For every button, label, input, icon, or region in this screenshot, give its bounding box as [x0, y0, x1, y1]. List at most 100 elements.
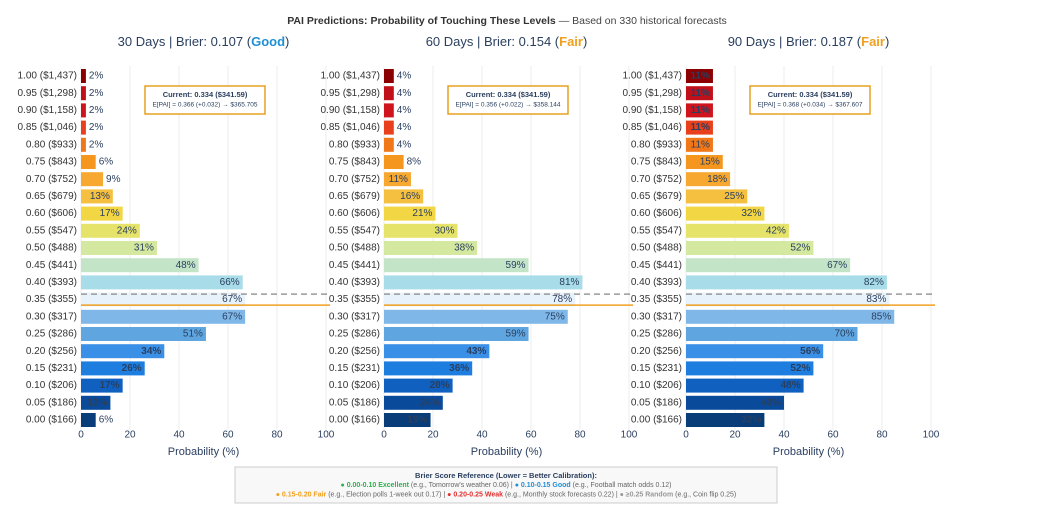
- bar: [384, 103, 394, 118]
- value-label: 59%: [506, 260, 526, 271]
- value-label: 67%: [222, 294, 242, 305]
- value-label: 6%: [99, 415, 114, 426]
- category-label: 0.35 ($355): [329, 294, 380, 305]
- category-label: 0.75 ($843): [631, 157, 682, 168]
- bar: [384, 395, 443, 410]
- annotation-current: Current: 0.334 ($341.59): [163, 90, 248, 99]
- panel-subtitle: 90 Days | Brier: 0.187 (Fair): [728, 34, 890, 49]
- reference-line: ● 0.15-0.20 Fair (e.g., Election polls 1…: [276, 491, 737, 498]
- bar: [384, 361, 473, 376]
- category-label: 0.20 ($256): [26, 346, 77, 357]
- category-label: 0.25 ($286): [329, 329, 380, 340]
- bar: [81, 189, 113, 204]
- category-label: 0.40 ($393): [631, 277, 682, 288]
- category-label: 0.90 ($1,158): [623, 105, 683, 116]
- category-label: 1.00 ($1,437): [321, 71, 381, 82]
- bar: [81, 292, 246, 307]
- value-label: 51%: [183, 329, 203, 340]
- value-label: 66%: [220, 277, 240, 288]
- panel-subtitle: 30 Days | Brier: 0.107 (Good): [118, 34, 290, 49]
- value-label: 36%: [449, 363, 469, 374]
- category-label: 1.00 ($1,437): [623, 71, 683, 82]
- value-label: 19%: [408, 415, 428, 426]
- value-label: 67%: [827, 260, 847, 271]
- value-label: 11%: [690, 71, 710, 82]
- bar: [81, 155, 96, 169]
- subtitle-part: ): [583, 34, 587, 49]
- category-label: 0.05 ($186): [631, 397, 682, 408]
- category-label: 0.35 ($355): [26, 294, 77, 305]
- value-label: 38%: [454, 243, 474, 254]
- bar: [81, 395, 111, 410]
- subtitle-part: Fair: [559, 34, 583, 49]
- category-label: 0.40 ($393): [329, 277, 380, 288]
- category-label: 0.60 ($606): [329, 208, 380, 219]
- value-label: 83%: [866, 294, 886, 305]
- value-label: 6%: [99, 157, 114, 168]
- value-label: 4%: [397, 88, 412, 99]
- subtitle-part: 90 Days | Brier: 0.187 (: [728, 34, 862, 49]
- category-label: 0.55 ($547): [631, 225, 682, 236]
- annotation-current: Current: 0.334 ($341.59): [466, 90, 551, 99]
- value-label: 32%: [741, 415, 761, 426]
- reference-label: ● 0.10-0.15 Good: [515, 482, 571, 489]
- category-label: 0.25 ($286): [631, 329, 682, 340]
- bar: [384, 172, 411, 187]
- bar: [686, 69, 713, 83]
- category-label: 0.15 ($231): [329, 363, 380, 374]
- value-label: 52%: [790, 243, 810, 254]
- reference-label: ● 0.15-0.20 Fair: [276, 491, 327, 498]
- bar: [686, 172, 731, 187]
- annotation-current: Current: 0.334 ($341.59): [768, 90, 853, 99]
- reference-label: ● ≥0.25 Random: [620, 491, 674, 498]
- bar: [81, 258, 199, 273]
- bar: [686, 206, 765, 221]
- x-tick-label: 40: [476, 430, 488, 441]
- bar: [81, 275, 243, 290]
- value-label: 11%: [690, 122, 710, 133]
- category-label: 0.50 ($488): [631, 243, 682, 254]
- category-label: 0.30 ($317): [329, 311, 380, 322]
- category-label: 0.80 ($933): [631, 139, 682, 150]
- category-label: 0.70 ($752): [631, 174, 682, 185]
- bar: [384, 309, 568, 324]
- x-tick-label: 20: [427, 430, 439, 441]
- value-label: 70%: [834, 329, 854, 340]
- value-label: 9%: [106, 174, 121, 185]
- category-label: 0.30 ($317): [631, 311, 682, 322]
- bar: [384, 120, 394, 135]
- bar: [686, 155, 723, 169]
- value-label: 78%: [552, 294, 572, 305]
- x-tick-label: 40: [778, 430, 790, 441]
- bar: [384, 327, 529, 341]
- value-label: 8%: [407, 157, 422, 168]
- value-label: 21%: [412, 208, 432, 219]
- bar: [384, 69, 394, 83]
- value-label: 4%: [397, 139, 412, 150]
- category-label: 0.95 ($1,298): [321, 88, 381, 99]
- category-label: 0.85 ($1,046): [18, 122, 78, 133]
- value-label: 2%: [89, 88, 104, 99]
- bar: [686, 413, 765, 427]
- bar: [384, 241, 478, 255]
- value-label: 18%: [707, 174, 727, 185]
- category-label: 0.15 ($231): [26, 363, 77, 374]
- x-axis-label: Probability (%): [773, 446, 845, 458]
- value-label: 11%: [690, 105, 710, 116]
- subtitle-part: 30 Days | Brier: 0.107 (: [118, 34, 252, 49]
- category-label: 0.45 ($441): [329, 260, 380, 271]
- bar: [686, 103, 713, 118]
- bar: [81, 172, 104, 187]
- bar: [384, 189, 424, 204]
- category-label: 0.10 ($206): [329, 380, 380, 391]
- value-label: 59%: [506, 329, 526, 340]
- value-label: 16%: [400, 191, 420, 202]
- bar: [686, 275, 887, 290]
- category-label: 0.60 ($606): [26, 208, 77, 219]
- category-label: 0.00 ($166): [26, 415, 77, 426]
- bar: [81, 361, 145, 376]
- bar: [384, 258, 529, 273]
- category-label: 0.25 ($286): [26, 329, 77, 340]
- value-label: 30%: [434, 225, 454, 236]
- x-tick-label: 0: [78, 430, 84, 441]
